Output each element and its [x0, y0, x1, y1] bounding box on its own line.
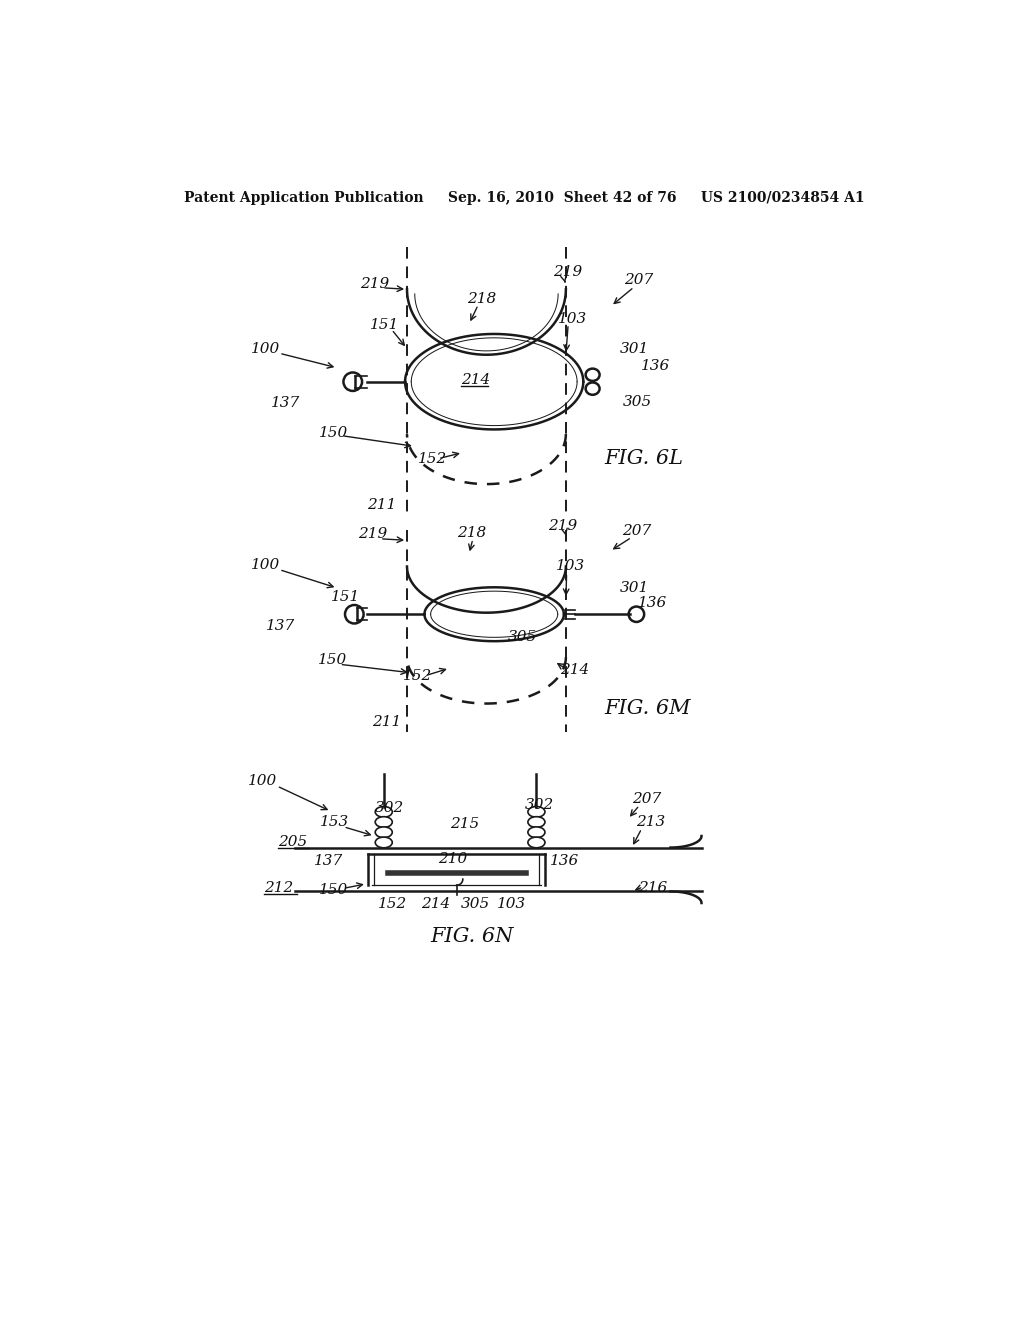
- Text: 211: 211: [367, 498, 396, 512]
- Text: 216: 216: [638, 882, 668, 895]
- Text: 100: 100: [248, 774, 278, 788]
- Circle shape: [345, 605, 364, 623]
- Text: 215: 215: [450, 817, 479, 832]
- Text: 103: 103: [556, 560, 585, 573]
- Text: 100: 100: [251, 342, 280, 356]
- Text: 214: 214: [421, 896, 451, 911]
- Text: 137: 137: [271, 396, 301, 411]
- Text: 152: 152: [418, 451, 447, 466]
- Text: Patent Application Publication     Sep. 16, 2010  Sheet 42 of 76     US 2100/023: Patent Application Publication Sep. 16, …: [184, 191, 865, 206]
- Ellipse shape: [528, 826, 545, 838]
- Text: 150: 150: [317, 653, 347, 668]
- Text: 210: 210: [438, 853, 467, 866]
- Text: 136: 136: [550, 854, 580, 867]
- Ellipse shape: [528, 807, 545, 817]
- Text: 301: 301: [620, 581, 648, 595]
- Text: 207: 207: [624, 273, 653, 286]
- Text: 219: 219: [553, 265, 582, 280]
- Ellipse shape: [586, 368, 600, 381]
- Text: 302: 302: [524, 799, 554, 812]
- Ellipse shape: [375, 817, 392, 828]
- Ellipse shape: [528, 837, 545, 847]
- Text: 305: 305: [623, 395, 651, 409]
- Text: 151: 151: [370, 318, 399, 331]
- Ellipse shape: [528, 817, 545, 828]
- Text: 150: 150: [319, 425, 349, 440]
- Text: 214: 214: [560, 664, 589, 677]
- Text: 219: 219: [360, 277, 390, 290]
- Text: 219: 219: [358, 527, 387, 541]
- Circle shape: [343, 372, 362, 391]
- Text: 136: 136: [638, 597, 668, 610]
- Text: 214: 214: [461, 374, 490, 387]
- Text: 305: 305: [461, 896, 490, 911]
- Text: 103: 103: [558, 312, 588, 326]
- Text: 152: 152: [378, 896, 408, 911]
- Circle shape: [629, 607, 644, 622]
- Text: 218: 218: [457, 525, 485, 540]
- Ellipse shape: [375, 807, 392, 817]
- Text: 137: 137: [314, 854, 343, 867]
- Text: 305: 305: [508, 631, 537, 644]
- Text: 301: 301: [621, 342, 649, 356]
- Text: 211: 211: [372, 715, 401, 729]
- Ellipse shape: [586, 383, 600, 395]
- Text: 153: 153: [321, 816, 349, 829]
- Text: 205: 205: [278, 836, 307, 849]
- Text: 100: 100: [251, 558, 280, 572]
- Text: 218: 218: [467, 292, 496, 305]
- Text: 103: 103: [497, 896, 526, 911]
- Ellipse shape: [375, 826, 392, 838]
- Text: 302: 302: [375, 800, 403, 814]
- Text: 207: 207: [632, 792, 662, 807]
- Text: 151: 151: [331, 590, 360, 605]
- Text: 152: 152: [403, 669, 432, 682]
- Text: 137: 137: [266, 619, 295, 632]
- Text: FIG. 6M: FIG. 6M: [604, 700, 691, 718]
- Ellipse shape: [375, 837, 392, 847]
- Text: FIG. 6N: FIG. 6N: [430, 927, 514, 945]
- Text: 150: 150: [319, 883, 349, 896]
- Text: 219: 219: [548, 520, 578, 533]
- Text: 136: 136: [641, 359, 671, 374]
- Text: 213: 213: [636, 816, 665, 829]
- Text: FIG. 6L: FIG. 6L: [604, 449, 684, 469]
- Text: 207: 207: [623, 524, 651, 539]
- Text: 212: 212: [263, 882, 293, 895]
